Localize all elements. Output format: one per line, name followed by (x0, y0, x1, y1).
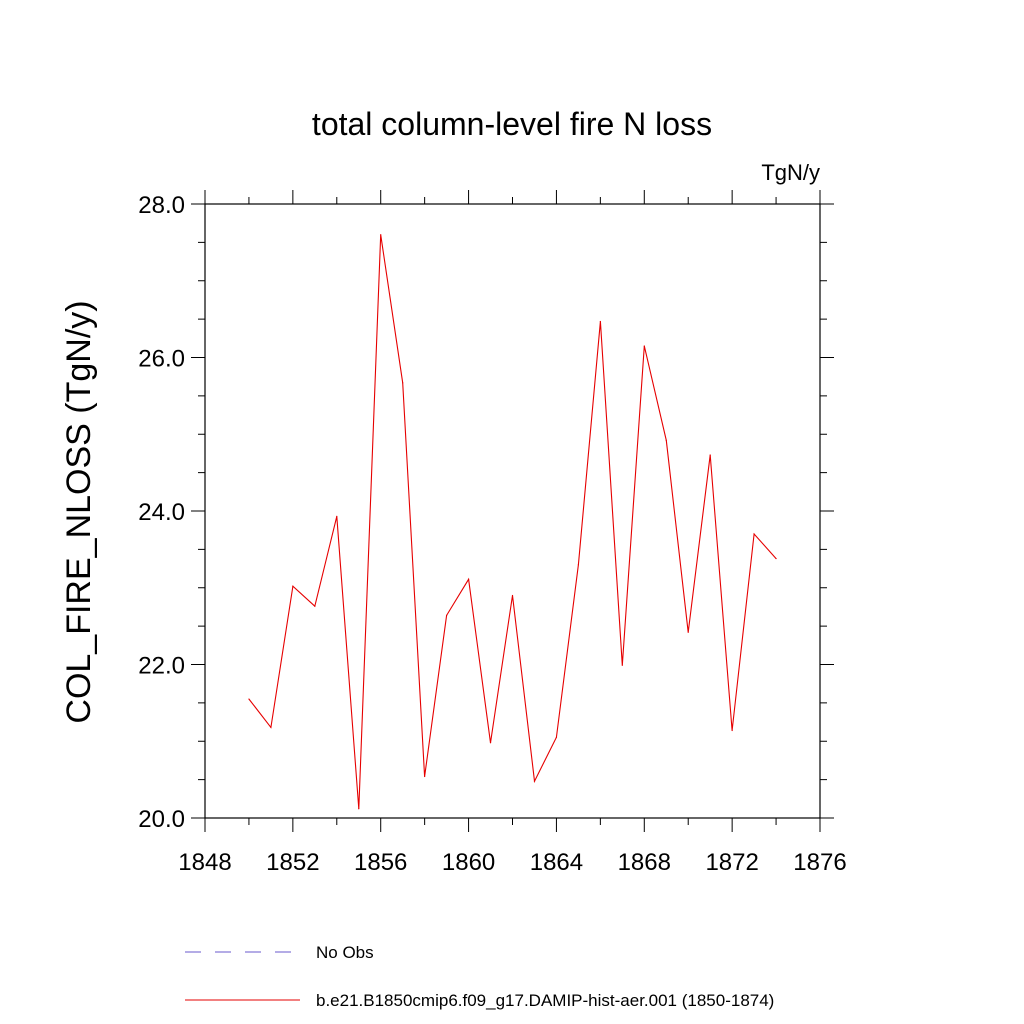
data-point (731, 729, 733, 732)
data-point (687, 631, 689, 633)
data-point (336, 515, 338, 517)
series-line (248, 234, 777, 809)
x-tick-label: 1848 (178, 849, 231, 876)
data-point (314, 605, 316, 607)
data-point (511, 594, 514, 597)
data-point (753, 533, 755, 535)
x-tick-label: 1856 (354, 849, 407, 876)
data-point (709, 454, 711, 456)
data-point (402, 382, 404, 384)
data-point (248, 698, 250, 700)
axis-tick-labels: 1848 1852 1856 1860 1864 1868 1872 1876 20.0 22.0… (138, 192, 846, 876)
x-tick-label: 1864 (530, 849, 583, 876)
y-tick-label: 22.0 (138, 653, 185, 680)
axis-ticks (191, 190, 834, 832)
plot-frame (204, 203, 821, 819)
y-tick-label: 20.0 (138, 806, 185, 833)
x-tick-label: 1876 (793, 849, 846, 876)
series-layer (248, 234, 777, 810)
y-tick-label: 28.0 (138, 192, 185, 219)
y-tick-label: 24.0 (138, 499, 185, 526)
x-tick-label: 1860 (442, 849, 495, 876)
units-label: TgN/y (761, 160, 820, 185)
data-point (467, 578, 470, 580)
data-point (665, 439, 667, 441)
chart-title: total column-level fire N loss (312, 106, 712, 142)
data-point (643, 345, 645, 347)
data-point (424, 775, 426, 778)
data-point (621, 664, 623, 666)
x-tick-label: 1852 (266, 849, 319, 876)
data-point (775, 557, 777, 560)
x-tick-label: 1868 (618, 849, 671, 876)
legend: No Obs b.e21.B1850cmip6.f09_g17.DAMIP-hi… (185, 943, 774, 1010)
legend-label-model: b.e21.B1850cmip6.f09_g17.DAMIP-hist-aer.… (316, 991, 774, 1010)
data-point (489, 742, 492, 744)
data-point (446, 614, 448, 616)
y-tick-label: 26.0 (138, 346, 185, 373)
x-tick-label: 1872 (705, 849, 758, 876)
y-axis-label: COL_FIRE_NLOSS (TgN/y) (60, 300, 98, 723)
data-point (577, 564, 579, 566)
legend-label-no-obs: No Obs (316, 943, 374, 962)
data-point (358, 808, 360, 810)
data-point (380, 234, 382, 236)
data-point (270, 726, 272, 729)
data-point (599, 320, 601, 323)
data-point (555, 736, 558, 739)
data-point (533, 780, 536, 782)
data-point (292, 585, 294, 587)
